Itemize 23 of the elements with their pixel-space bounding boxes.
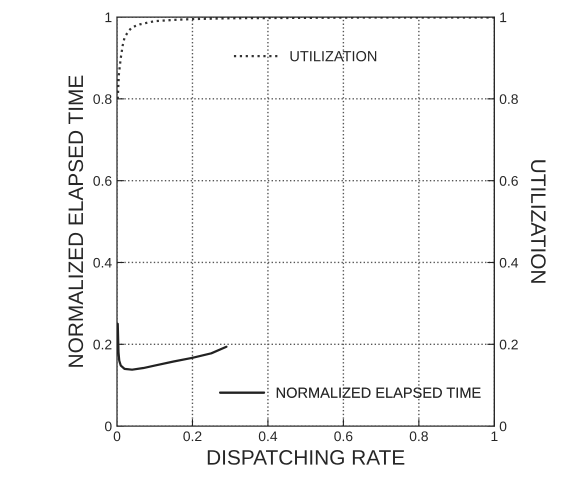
x-tick-label: 0.8	[410, 431, 428, 442]
y2-tick-label: 0.6	[500, 176, 518, 186]
y-tick-label: 0.2	[93, 340, 112, 350]
y2-tick-label: 0.2	[500, 340, 518, 350]
legend-label: UTILIZATION	[290, 51, 376, 62]
y2-axis-title: UTILIZATION	[530, 160, 546, 283]
x-tick-label: 1	[492, 431, 498, 442]
legend-label: NORMALIZED ELAPSED TIME	[276, 388, 481, 398]
y-axis-title: NORMALIZED ELAPSED TIME	[68, 76, 84, 367]
x-tick-label: 0	[114, 431, 120, 442]
x-axis-title: DISPATCHING RATE	[208, 450, 404, 465]
x-tick-label: 0.4	[258, 431, 278, 442]
y-tick-label: 1	[105, 12, 112, 22]
y2-tick-label: 0	[500, 421, 506, 432]
y-tick-label: 0.6	[93, 176, 112, 186]
x-tick-label: 0.6	[334, 431, 352, 442]
y2-tick-label: 0.8	[500, 94, 518, 104]
y2-tick-label: 1	[500, 12, 506, 22]
y-tick-label: 0.4	[93, 258, 112, 268]
y-tick-label: 0.8	[93, 94, 112, 104]
y2-tick-label: 0.4	[500, 258, 518, 268]
x-tick-label: 0.2	[183, 431, 202, 442]
y-tick-label: 0	[104, 421, 112, 432]
